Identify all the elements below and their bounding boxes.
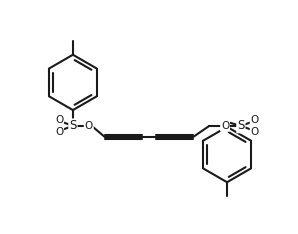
Text: S: S bbox=[237, 119, 245, 132]
Text: O: O bbox=[55, 127, 63, 137]
Text: O: O bbox=[55, 115, 63, 125]
Text: O: O bbox=[85, 121, 93, 131]
Text: S: S bbox=[69, 119, 77, 132]
Text: O: O bbox=[251, 115, 259, 125]
Text: O: O bbox=[221, 121, 229, 131]
Text: O: O bbox=[251, 127, 259, 137]
